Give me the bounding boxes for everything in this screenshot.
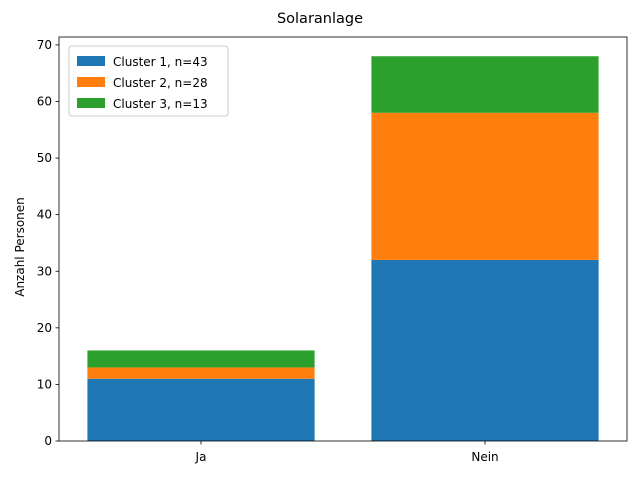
- bar-nein-series-3: [371, 56, 599, 113]
- y-tick-label: 70: [37, 38, 52, 52]
- bar-nein-series-2: [371, 112, 599, 260]
- y-tick-label: 40: [37, 208, 52, 222]
- legend-swatch-series-2: [77, 77, 105, 87]
- chart-title: Solaranlage: [277, 11, 363, 27]
- bar-ja-series-1: [87, 378, 315, 441]
- bars-group: [87, 56, 599, 441]
- bar-ja-series-2: [87, 367, 315, 379]
- x-tick-label: Nein: [471, 450, 498, 464]
- x-tick-label: Ja: [195, 450, 207, 464]
- legend-label-series-1: Cluster 1, n=43: [113, 55, 208, 69]
- y-tick-label: 30: [37, 264, 52, 278]
- bar-ja-series-3: [87, 350, 315, 368]
- y-tick-label: 20: [37, 321, 52, 335]
- y-tick-label: 0: [44, 434, 52, 448]
- plot-frame: [58, 36, 628, 442]
- legend: Cluster 1, n=43 Cluster 2, n=28 Cluster 3,…: [68, 45, 229, 117]
- axes-group: 0 10 20 30 40 50 60 70 Ja Nein: [37, 36, 628, 464]
- legend-label-series-3: Cluster 3, n=13: [113, 97, 208, 111]
- legend-label-series-2: Cluster 2, n=28: [113, 76, 208, 90]
- y-axis-label: Anzahl Personen: [13, 197, 27, 297]
- legend-swatch-series-3: [77, 98, 105, 108]
- bar-nein-series-1: [371, 259, 599, 441]
- y-tick-label: 60: [37, 95, 52, 109]
- legend-swatch-series-1: [77, 56, 105, 66]
- y-tick-label: 50: [37, 151, 52, 165]
- y-tick-label: 10: [37, 377, 52, 391]
- legend-box: [68, 45, 229, 117]
